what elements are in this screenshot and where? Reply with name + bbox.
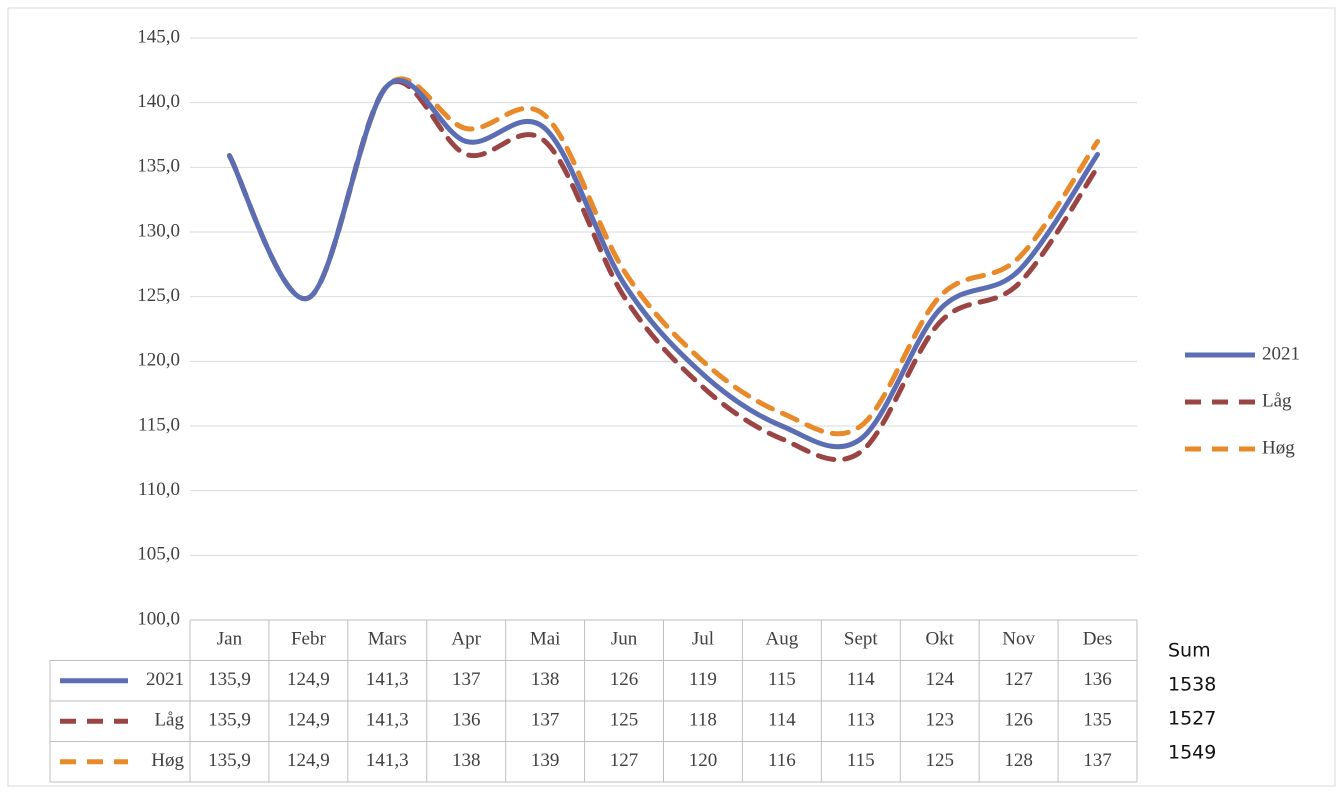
table-value: 135,9 [208,669,251,690]
table-series-name: Låg [154,710,184,731]
table-value: 137 [452,669,481,690]
table-value: 138 [531,669,560,690]
table-value: 119 [689,669,717,690]
table-value: 127 [1004,669,1033,690]
series-line [226,76,1101,437]
table-value: 116 [768,750,796,771]
table-value: 114 [847,669,875,690]
sum-value: 1549 [1168,742,1216,764]
table-series-name: 2021 [146,669,184,690]
y-tick-label: 140,0 [137,91,180,112]
table-value: 126 [1004,710,1033,731]
table-value: 114 [768,710,796,731]
table-series-name: Høg [151,750,184,771]
x-tick-label: Mai [530,629,561,650]
x-tick-label: Jun [611,629,638,650]
table-value: 115 [847,750,875,771]
x-tick-label: Febr [291,629,327,650]
y-tick-label: 120,0 [137,350,180,371]
legend-label: Høg [1262,437,1295,458]
x-tick-label: Jul [692,629,714,650]
table-value: 135,9 [208,710,251,731]
table-value: 127 [610,750,639,771]
x-tick-label: Mars [368,629,407,650]
table-value: 124,9 [287,750,330,771]
table-value: 141,3 [366,710,409,731]
y-tick-label: 105,0 [137,544,180,565]
table-value: 118 [689,710,717,731]
y-tick-label: 135,0 [137,156,180,177]
y-tick-label: 115,0 [138,414,180,435]
table-value: 113 [847,710,875,731]
table-value: 136 [452,710,481,731]
y-tick-label: 145,0 [137,26,180,47]
sum-value: 1538 [1168,674,1216,696]
series-line [226,79,1101,463]
table-value: 141,3 [366,750,409,771]
x-tick-label: Apr [451,629,481,650]
table-value: 135 [1083,710,1112,731]
x-tick-label: Sept [844,629,879,650]
x-tick-label: Nov [1002,629,1035,650]
table-value: 115 [768,669,796,690]
x-tick-label: Aug [766,629,799,650]
table-value: 124,9 [287,669,330,690]
table-value: 123 [925,710,954,731]
legend-label: 2021 [1262,343,1300,364]
table-value: 135,9 [208,750,251,771]
table-value: 120 [689,750,718,771]
chart-border [7,7,1336,787]
table-value: 141,3 [366,669,409,690]
series-line [226,77,1101,450]
y-tick-label: 130,0 [137,220,180,241]
table-value: 137 [1083,750,1112,771]
x-tick-label: Okt [925,629,954,650]
table-value: 124,9 [287,710,330,731]
legend-label: Låg [1262,390,1292,411]
table-value: 139 [531,750,560,771]
x-tick-label: Des [1083,629,1113,650]
y-tick-label: 110,0 [138,479,180,500]
x-tick-label: Jan [217,629,243,650]
y-tick-label: 125,0 [137,285,180,306]
sum-value: 1527 [1168,708,1216,730]
table-value: 137 [531,710,560,731]
table-value: 128 [1004,750,1033,771]
table-value: 138 [452,750,481,771]
sum-label: Sum [1168,640,1211,662]
table-value: 124 [925,669,954,690]
table-value: 136 [1083,669,1112,690]
table-value: 125 [925,750,954,771]
table-value: 126 [610,669,639,690]
table-value: 125 [610,710,639,731]
y-tick-label: 100,0 [137,608,180,629]
